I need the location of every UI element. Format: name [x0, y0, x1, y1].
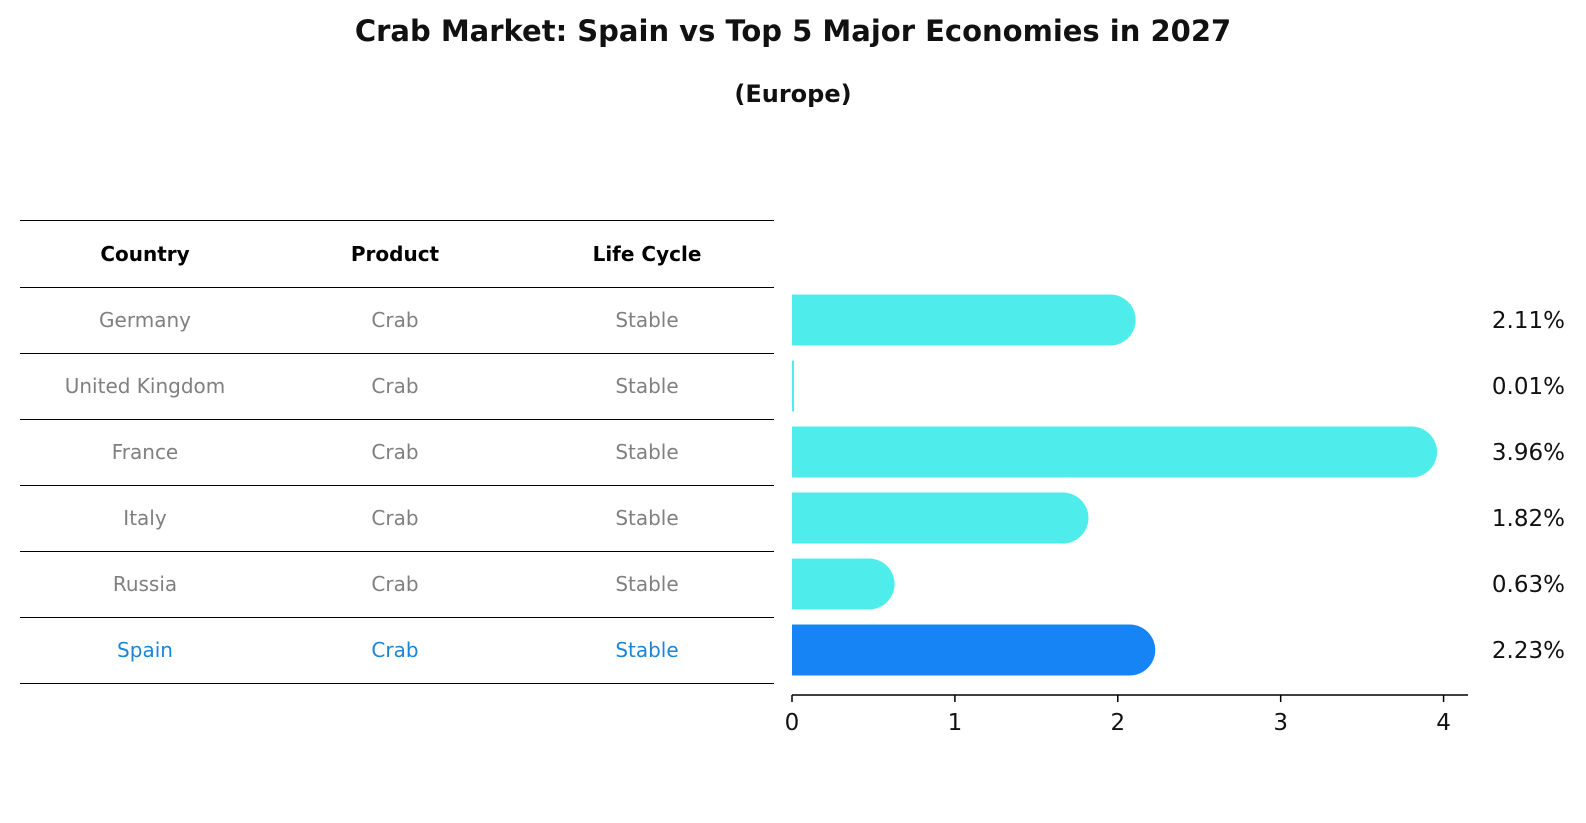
bar	[792, 558, 895, 610]
header-life-cycle: Life Cycle	[592, 242, 702, 266]
table-row: Italy Crab Stable	[20, 485, 774, 552]
bar	[792, 426, 1438, 478]
bar	[792, 294, 1136, 346]
header-product: Product	[350, 242, 440, 266]
life-cycle-cell: Stable	[615, 638, 679, 662]
life-cycle-cell: Stable	[615, 374, 679, 398]
bar	[792, 624, 1156, 676]
country-cell: Russia	[112, 572, 178, 596]
data-label: 3.96%	[1492, 440, 1565, 466]
country-cell: Italy	[123, 506, 167, 530]
life-cycle-cell: Stable	[615, 308, 679, 332]
x-tick-label: 2	[1110, 710, 1125, 736]
table-row: France Crab Stable	[20, 419, 774, 486]
life-cycle-cell: Stable	[615, 506, 679, 530]
country-cell: United Kingdom	[64, 374, 226, 398]
x-tick-label: 4	[1436, 710, 1451, 736]
bar	[792, 360, 794, 412]
bar	[792, 492, 1089, 544]
header-country: Country	[100, 242, 190, 266]
product-cell: Crab	[371, 308, 419, 332]
chart-subtitle: (Europe)	[734, 80, 852, 108]
product-cell: Crab	[371, 572, 419, 596]
product-cell: Crab	[371, 638, 419, 662]
x-tick-label: 0	[785, 710, 800, 736]
data-label: 0.63%	[1492, 572, 1565, 598]
life-cycle-cell: Stable	[615, 572, 679, 596]
x-tick-label: 3	[1273, 710, 1288, 736]
table-row: Russia Crab Stable	[20, 551, 774, 618]
data-label: 0.01%	[1492, 374, 1565, 400]
data-label: 2.11%	[1492, 308, 1565, 334]
country-cell: Germany	[99, 308, 191, 332]
product-cell: Crab	[371, 506, 419, 530]
table-row: Germany Crab Stable	[20, 287, 774, 354]
chart-title: Crab Market: Spain vs Top 5 Major Econom…	[354, 14, 1232, 48]
table-header-row: Country Product Life Cycle	[20, 220, 774, 288]
table-row-highlighted: Spain Crab Stable	[20, 617, 774, 684]
life-cycle-cell: Stable	[615, 440, 679, 464]
table-row: United Kingdom Crab Stable	[20, 353, 774, 420]
product-cell: Crab	[371, 440, 419, 464]
country-cell: Spain	[117, 638, 173, 662]
country-cell: France	[111, 440, 179, 464]
product-cell: Crab	[371, 374, 419, 398]
data-label: 1.82%	[1492, 506, 1565, 532]
data-label: 2.23%	[1492, 638, 1565, 664]
x-tick-label: 1	[948, 710, 963, 736]
